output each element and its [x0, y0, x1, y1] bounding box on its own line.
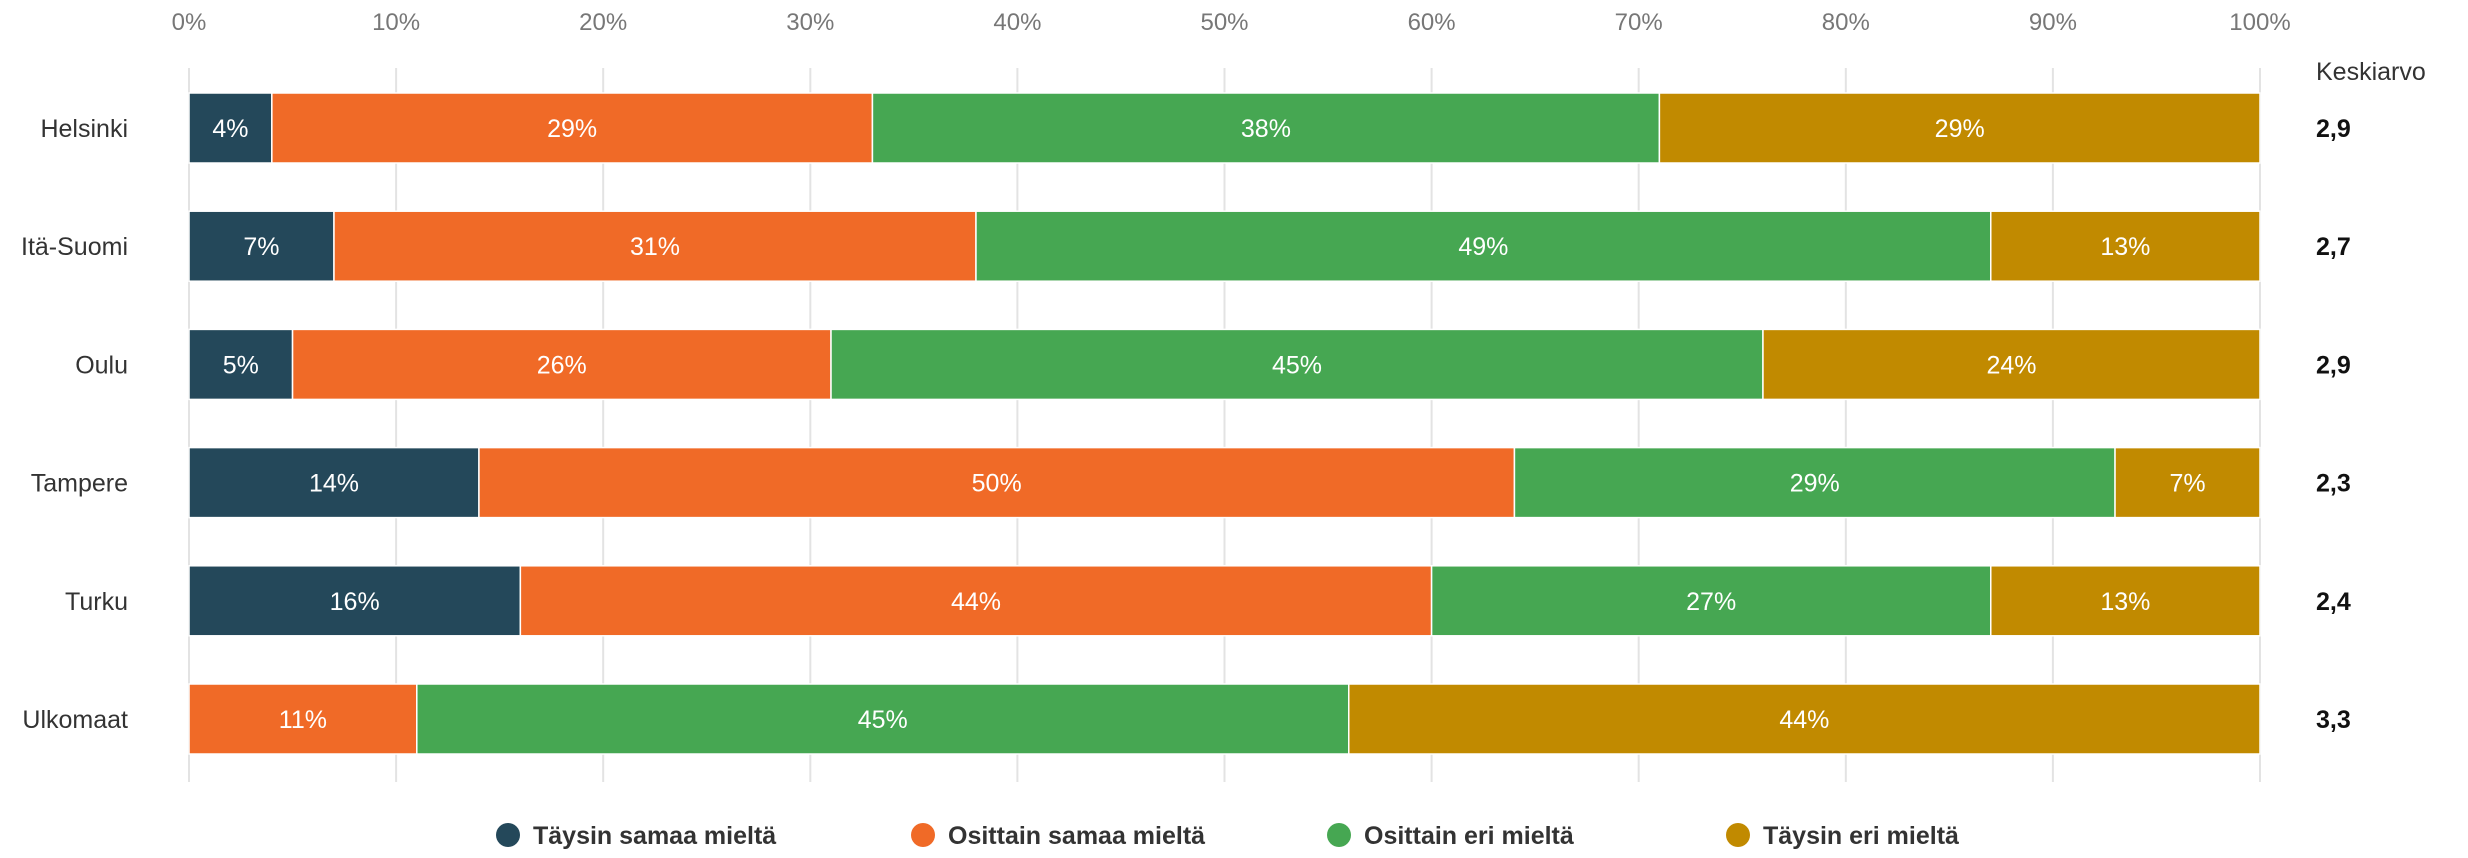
average-value: 3,3	[2316, 706, 2351, 734]
legend-swatch	[911, 823, 935, 847]
legend-swatch	[496, 823, 520, 847]
bar-segment	[478, 446, 1516, 519]
bar-segment	[188, 328, 294, 401]
bar-segment	[333, 210, 977, 282]
data-label: 11%	[279, 706, 327, 734]
data-label: 44%	[1779, 706, 1829, 734]
bar-segment	[1513, 446, 2116, 519]
average-value: 2,7	[2316, 233, 2351, 261]
data-label: 49%	[1458, 233, 1508, 261]
bar-segment	[1348, 683, 2261, 755]
legend: Täysin samaa mieltä Osittain samaa mieltä…	[496, 822, 1959, 850]
legend-label: Täysin samaa mieltä	[533, 822, 776, 850]
x-tick-label: 80%	[1822, 9, 1870, 36]
data-label: 26%	[537, 351, 587, 379]
data-label: 38%	[1241, 115, 1291, 143]
data-label: 45%	[858, 706, 908, 734]
category-label: Oulu	[75, 351, 128, 379]
bars-layer	[188, 92, 2261, 755]
data-label: 13%	[2100, 233, 2150, 261]
legend-label: Täysin eri mieltä	[1763, 822, 1959, 850]
bar-segment	[1762, 328, 2261, 401]
average-value: 2,4	[2316, 588, 2351, 616]
grid-layer	[188, 68, 2261, 782]
legend-label: Osittain samaa mieltä	[948, 822, 1205, 850]
bar-segment	[1658, 92, 2261, 164]
bar-segment	[188, 683, 418, 755]
data-label: 29%	[547, 115, 597, 143]
x-tick-label: 60%	[1408, 9, 1456, 36]
x-tick-label: 100%	[2229, 9, 2290, 36]
data-label: 5%	[223, 351, 259, 379]
x-tick-label: 30%	[786, 9, 834, 36]
category-label: Helsinki	[40, 115, 128, 143]
x-tick-label: 50%	[1200, 9, 1248, 36]
data-label: 14%	[309, 470, 359, 498]
x-tick-label: 40%	[993, 9, 1041, 36]
bar-segment	[416, 683, 1350, 755]
category-label: Ulkomaat	[22, 706, 128, 734]
data-label: 24%	[1986, 351, 2036, 379]
data-label: 4%	[212, 115, 248, 143]
x-tick-label: 0%	[172, 9, 207, 36]
bar-segment	[1430, 565, 1992, 637]
data-label: 31%	[630, 233, 680, 261]
bar-segment	[1990, 565, 2261, 637]
bar-segment	[519, 565, 1433, 637]
data-label: 27%	[1686, 588, 1736, 616]
data-label: 29%	[1935, 115, 1985, 143]
x-tick-label: 10%	[372, 9, 420, 36]
data-label: 13%	[2100, 588, 2150, 616]
x-tick-label: 20%	[579, 9, 627, 36]
data-label: 7%	[2169, 470, 2205, 498]
data-label: 29%	[1790, 470, 1840, 498]
category-label: Turku	[65, 588, 128, 616]
bar-segment	[188, 446, 480, 519]
bar-segment	[188, 92, 273, 164]
data-label: 16%	[330, 588, 380, 616]
average-value: 2,9	[2316, 115, 2351, 143]
legend-swatch	[1327, 823, 1351, 847]
bar-segment	[188, 210, 335, 282]
category-label: Itä-Suomi	[21, 233, 128, 261]
x-tick-label: 90%	[2029, 9, 2077, 36]
bar-segment	[2114, 446, 2261, 519]
data-label: 44%	[951, 588, 1001, 616]
bar-segment	[975, 210, 1992, 282]
legend-swatch	[1726, 823, 1750, 847]
data-label: 45%	[1272, 351, 1322, 379]
bar-segment	[188, 565, 522, 637]
bar-segment	[291, 328, 832, 401]
data-label: 50%	[972, 470, 1022, 498]
average-value: 2,3	[2316, 470, 2351, 498]
average-value: 2,9	[2316, 351, 2351, 379]
bar-segment	[271, 92, 874, 164]
data-label: 7%	[243, 233, 279, 261]
category-label: Tampere	[31, 470, 128, 498]
labels-layer: 0% 10% 20% 30% 40% 50% 60% 70% 80% 90% 100% Keskiar…	[21, 9, 2426, 734]
bar-segment	[1990, 210, 2261, 282]
average-header: Keskiarvo	[2316, 58, 2426, 86]
legend-label: Osittain eri mieltä	[1364, 822, 1574, 850]
bar-segment	[830, 328, 1764, 401]
bar-segment	[871, 92, 1661, 164]
x-tick-label: 70%	[1615, 9, 1663, 36]
